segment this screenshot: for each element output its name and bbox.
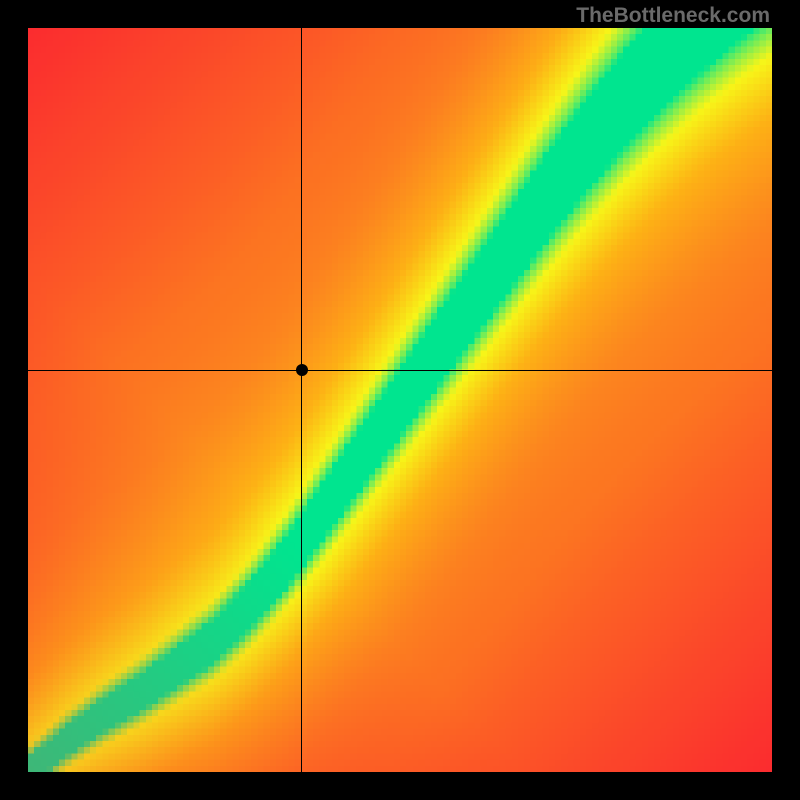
- attribution-text: TheBottleneck.com: [576, 4, 770, 28]
- crosshair-vertical: [301, 28, 302, 772]
- chart-container: TheBottleneck.com: [0, 0, 800, 800]
- heatmap-canvas: [28, 28, 772, 772]
- crosshair-horizontal: [28, 370, 772, 371]
- plot-area: [28, 28, 772, 772]
- crosshair-marker: [296, 364, 308, 376]
